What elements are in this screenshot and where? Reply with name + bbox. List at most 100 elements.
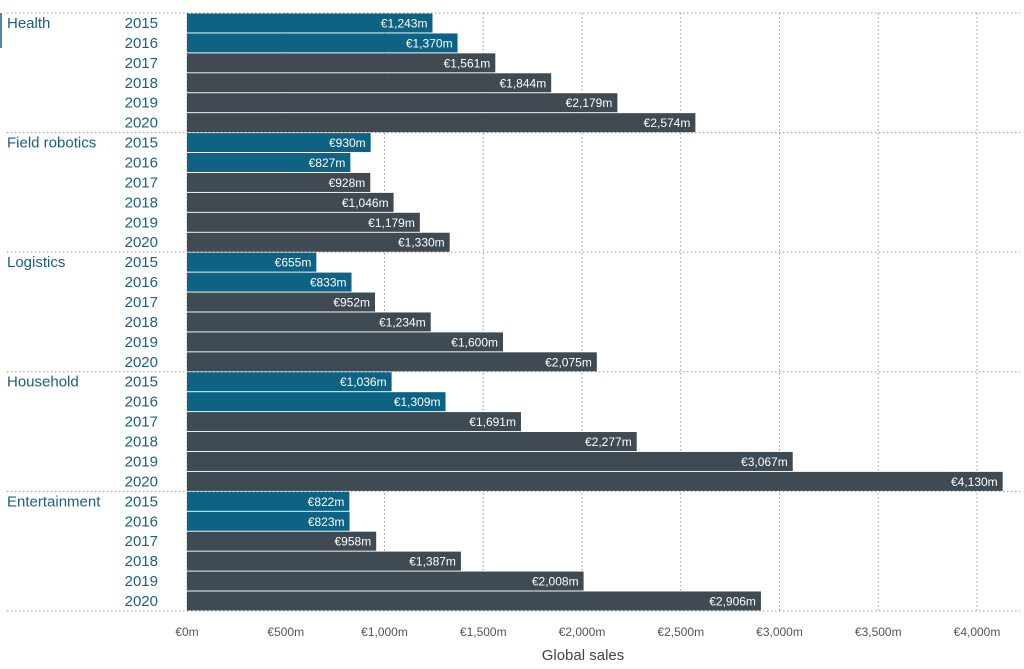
year-label: 2016 <box>125 274 158 291</box>
bar-logistics-2015 <box>187 252 317 272</box>
year-label: 2016 <box>125 394 158 411</box>
category-label: Household <box>7 374 79 391</box>
bar-entertainment-2020 <box>187 591 761 611</box>
category-label: Logistics <box>7 254 65 271</box>
bar-value-label: €2,179m <box>566 96 613 110</box>
bar-household-2020 <box>187 471 1003 491</box>
bar-value-label: €1,844m <box>499 76 546 90</box>
bar-health-2015 <box>187 13 433 33</box>
bar-entertainment-2018 <box>187 551 461 571</box>
bar-value-label: €1,179m <box>368 216 415 230</box>
year-label: 2020 <box>125 473 158 490</box>
bar-value-label: €1,046m <box>342 196 389 210</box>
bar-value-label: €1,309m <box>394 395 441 409</box>
bar-logistics-2017 <box>187 292 376 312</box>
bar-value-label: €928m <box>329 176 366 190</box>
bar-field-robotics-2017 <box>187 172 371 192</box>
bar-value-label: €1,330m <box>398 236 445 250</box>
x-tick-label: €0m <box>175 625 198 639</box>
bar-value-label: €822m <box>308 495 345 509</box>
bar-field-robotics-2018 <box>187 192 394 212</box>
bar-value-label: €655m <box>275 256 312 270</box>
x-tick-label: €1,000m <box>361 625 408 639</box>
year-label: 2018 <box>125 194 158 211</box>
year-label: 2015 <box>125 374 158 391</box>
bar-layer <box>187 13 1003 611</box>
bar-entertainment-2017 <box>187 531 377 551</box>
bar-value-label: €958m <box>335 535 372 549</box>
bar-logistics-2016 <box>187 272 352 292</box>
year-label: 2015 <box>125 493 158 510</box>
category-label: Entertainment <box>7 493 101 510</box>
year-label: 2017 <box>125 55 158 72</box>
bar-value-label: €1,561m <box>444 56 491 70</box>
year-label: 2017 <box>125 533 158 550</box>
bar-health-2018 <box>187 73 552 93</box>
year-label: 2018 <box>125 553 158 570</box>
bar-field-robotics-2015 <box>187 133 371 153</box>
category-label: Health <box>7 15 50 32</box>
bar-household-2015 <box>187 372 392 392</box>
year-label: 2018 <box>125 75 158 92</box>
bar-household-2019 <box>187 451 793 471</box>
year-label: 2020 <box>125 234 158 251</box>
x-tick-label: €3,000m <box>756 625 803 639</box>
bar-household-2017 <box>187 412 521 432</box>
bar-entertainment-2019 <box>187 571 584 591</box>
category-label: Field robotics <box>7 135 96 152</box>
bar-logistics-2019 <box>187 332 503 352</box>
bar-value-label: €1,243m <box>381 17 428 31</box>
bar-health-2017 <box>187 53 496 73</box>
bar-value-label: €1,370m <box>406 36 453 50</box>
year-label: 2016 <box>125 155 158 172</box>
bar-value-label: €1,387m <box>409 555 456 569</box>
bar-logistics-2020 <box>187 352 597 372</box>
x-tick-label: €3,500m <box>855 625 902 639</box>
bar-value-label: €4,130m <box>951 475 998 489</box>
year-label: 2019 <box>125 95 158 112</box>
bar-value-label: €1,234m <box>379 315 426 329</box>
x-tick-layer: €0m €500m €1,000m €1,500m €2,000m €2,500m €3,0… <box>175 625 1000 639</box>
year-label: 2020 <box>125 354 158 371</box>
bar-value-label: €930m <box>329 136 366 150</box>
year-label: 2017 <box>125 294 158 311</box>
bar-value-label: €1,600m <box>451 335 498 349</box>
x-tick-label: €2,500m <box>657 625 704 639</box>
bar-value-label: €2,075m <box>545 355 592 369</box>
bar-field-robotics-2019 <box>187 212 420 232</box>
year-label: 2019 <box>125 334 158 351</box>
bar-value-label: €2,574m <box>644 116 691 130</box>
year-label: 2015 <box>125 254 158 271</box>
bar-field-robotics-2020 <box>187 232 450 252</box>
year-label: 2018 <box>125 314 158 331</box>
bar-value-label: €3,067m <box>741 455 788 469</box>
bar-entertainment-2016 <box>187 511 350 531</box>
bar-field-robotics-2016 <box>187 153 351 173</box>
bar-health-2019 <box>187 93 618 113</box>
year-label: 2019 <box>125 214 158 231</box>
year-label: 2017 <box>125 414 158 431</box>
year-label: 2017 <box>125 174 158 191</box>
year-label: 2020 <box>125 593 158 610</box>
bar-value-label: €823m <box>308 515 345 529</box>
year-label: 2019 <box>125 573 158 590</box>
label-layer: Health 2015 €1,243m 2016 €1,370m 2017 €1,561m 2… <box>7 15 998 610</box>
bar-value-label: €952m <box>333 296 370 310</box>
bar-value-label: €2,008m <box>532 575 579 589</box>
bar-household-2016 <box>187 392 446 412</box>
bar-value-label: €2,906m <box>709 594 756 608</box>
x-tick-label: €4,000m <box>954 625 1001 639</box>
x-axis-title: Global sales <box>542 647 625 664</box>
bar-health-2020 <box>187 113 696 133</box>
bar-value-label: €827m <box>309 156 346 170</box>
year-label: 2020 <box>125 115 158 132</box>
year-label: 2015 <box>125 135 158 152</box>
bar-entertainment-2015 <box>187 491 350 511</box>
year-label: 2016 <box>125 35 158 52</box>
year-label: 2018 <box>125 434 158 451</box>
bar-value-label: €1,691m <box>469 415 516 429</box>
bar-logistics-2018 <box>187 312 431 332</box>
year-label: 2019 <box>125 453 158 470</box>
bar-value-label: €2,277m <box>585 435 632 449</box>
